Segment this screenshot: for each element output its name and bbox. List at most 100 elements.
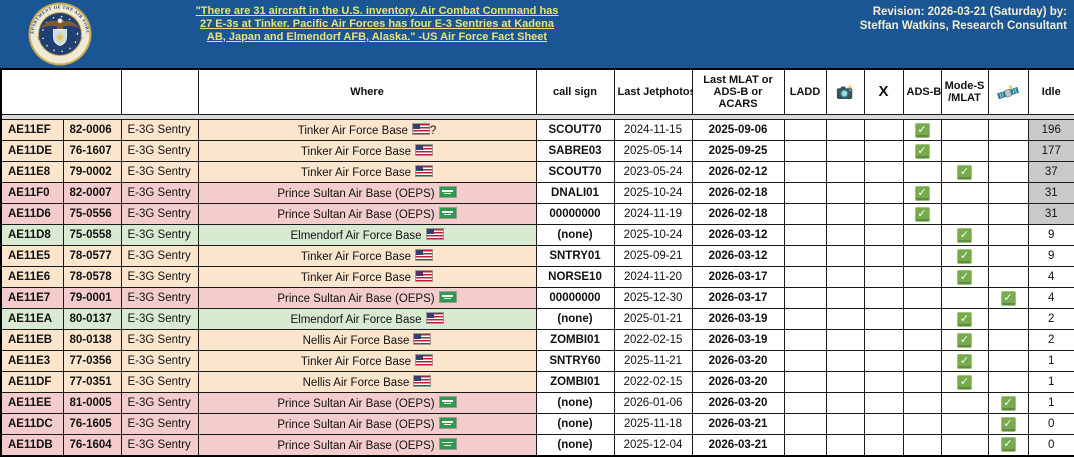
adsb-cell xyxy=(902,308,942,330)
camera-cell xyxy=(825,203,865,225)
revision-note: Revision: 2026-03-21 (Saturday) by: Stef… xyxy=(860,5,1067,33)
callsign-cell: SNTRY60 xyxy=(535,350,615,372)
ladd-cell xyxy=(783,392,827,414)
modes-cell: ✓ xyxy=(940,245,989,267)
table-row: AE11D8 75-0558 E-3G Sentry Elmendorf Air… xyxy=(0,224,1074,246)
callsign-cell: ZOMBI01 xyxy=(535,329,615,351)
hex-cell: AE11E7 xyxy=(0,287,64,309)
mlat-cell: 2026-03-12 xyxy=(691,245,785,267)
sat-cell xyxy=(987,329,1029,351)
modes-cell xyxy=(940,203,989,225)
hex-cell: AE11DE xyxy=(0,140,64,162)
hex-cell: AE11E5 xyxy=(0,245,64,267)
type-cell: E-3G Sentry xyxy=(120,161,199,183)
sat-cell xyxy=(987,350,1029,372)
camera-cell xyxy=(825,119,865,141)
checked-icon: ✓ xyxy=(1000,395,1016,411)
us-flag-icon xyxy=(415,270,434,282)
ladd-cell xyxy=(783,350,827,372)
ladd-cell xyxy=(783,245,827,267)
type-cell: E-3G Sentry xyxy=(120,224,199,246)
where-cell: Tinker Air Force Base xyxy=(197,350,537,372)
camera-cell xyxy=(825,266,865,288)
saudi-flag-icon xyxy=(438,437,457,450)
idle-cell: 31 xyxy=(1027,203,1074,225)
adsb-cell: ✓ xyxy=(902,182,942,204)
hex-cell: AE11EE xyxy=(0,392,64,414)
jetphotos-cell: 2026-01-06 xyxy=(613,392,693,414)
modes-cell xyxy=(940,413,989,435)
tail-cell: 76-1605 xyxy=(62,413,122,435)
type-cell: E-3G Sentry xyxy=(120,140,199,162)
ladd-cell xyxy=(783,119,827,141)
callsign-cell: (none) xyxy=(535,413,615,435)
x-logo-icon: X xyxy=(878,82,889,100)
us-flag-icon xyxy=(415,144,434,156)
sat-cell xyxy=(987,140,1029,162)
mlat-cell: 2026-03-21 xyxy=(691,434,785,456)
idle-cell: 9 xyxy=(1027,245,1074,267)
mlat-cell: 2025-09-06 xyxy=(691,119,785,141)
x-cell xyxy=(863,182,904,204)
satellite-icon xyxy=(997,83,1019,99)
fact-sheet-quote-link[interactable]: "There are 31 aircraft in the U.S. inven… xyxy=(195,5,559,43)
modes-cell xyxy=(940,392,989,414)
adsb-cell xyxy=(902,287,942,309)
jetphotos-cell: 2025-12-30 xyxy=(613,287,693,309)
sat-cell xyxy=(987,161,1029,183)
ladd-cell xyxy=(783,203,827,225)
idle-cell: 4 xyxy=(1027,266,1074,288)
tail-cell: 82-0007 xyxy=(62,182,122,204)
idle-cell: 0 xyxy=(1027,434,1074,456)
type-cell: E-3G Sentry xyxy=(120,371,199,393)
x-cell xyxy=(863,140,904,162)
table-row: AE11E5 78-0577 E-3G Sentry Tinker Air Fo… xyxy=(0,245,1074,267)
hex-cell: AE11D8 xyxy=(0,224,64,246)
us-air-force-seal-logo: DEPARTMENT OF THE AIR FORCE UNITED STATE… xyxy=(28,2,92,66)
modes-cell: ✓ xyxy=(940,266,989,288)
modes-cell xyxy=(940,434,989,456)
adsb-cell xyxy=(902,371,942,393)
modes-cell: ✓ xyxy=(940,224,989,246)
top-banner: DEPARTMENT OF THE AIR FORCE UNITED STATE… xyxy=(0,0,1074,68)
table-row: AE11E8 79-0002 E-3G Sentry Tinker Air Fo… xyxy=(0,161,1074,183)
sat-cell xyxy=(987,308,1029,330)
header-satellite xyxy=(987,68,1029,115)
where-cell: Nellis Air Force Base xyxy=(197,371,537,393)
callsign-cell: SABRE03 xyxy=(535,140,615,162)
type-cell: E-3G Sentry xyxy=(120,119,199,141)
adsb-cell: ✓ xyxy=(902,203,942,225)
modes-cell: ✓ xyxy=(940,371,989,393)
hex-cell: AE11EB xyxy=(0,329,64,351)
adsb-cell: ✓ xyxy=(902,140,942,162)
type-cell: E-3G Sentry xyxy=(120,182,199,204)
tail-cell: 77-0356 xyxy=(62,350,122,372)
camera-icon xyxy=(836,84,853,100)
adsb-cell xyxy=(902,350,942,372)
camera-cell xyxy=(825,245,865,267)
sat-cell: ✓ xyxy=(987,287,1029,309)
sat-cell xyxy=(987,119,1029,141)
where-cell: Elmendorf Air Force Base xyxy=(197,224,537,246)
table-row: AE11EA 80-0137 E-3G Sentry Elmendorf Air… xyxy=(0,308,1074,330)
sat-cell xyxy=(987,203,1029,225)
jetphotos-cell: 2025-11-21 xyxy=(613,350,693,372)
idle-cell: 1 xyxy=(1027,350,1074,372)
jetphotos-cell: 2025-11-18 xyxy=(613,413,693,435)
mlat-cell: 2026-03-21 xyxy=(691,413,785,435)
table-row: AE11E6 78-0578 E-3G Sentry Tinker Air Fo… xyxy=(0,266,1074,288)
x-cell xyxy=(863,413,904,435)
tail-cell: 81-0005 xyxy=(62,392,122,414)
table-row: AE11DF 77-0351 E-3G Sentry Nellis Air Fo… xyxy=(0,371,1074,393)
hex-cell: AE11EA xyxy=(0,308,64,330)
header-hex-tail xyxy=(0,68,122,115)
table-row: AE11EF 82-0006 E-3G Sentry Tinker Air Fo… xyxy=(0,119,1074,141)
tail-cell: 75-0556 xyxy=(62,203,122,225)
checked-icon: ✓ xyxy=(1000,416,1016,432)
ladd-cell xyxy=(783,287,827,309)
jetphotos-cell: 2025-01-21 xyxy=(613,308,693,330)
x-cell xyxy=(863,203,904,225)
camera-cell xyxy=(825,350,865,372)
x-cell xyxy=(863,329,904,351)
callsign-cell: (none) xyxy=(535,392,615,414)
